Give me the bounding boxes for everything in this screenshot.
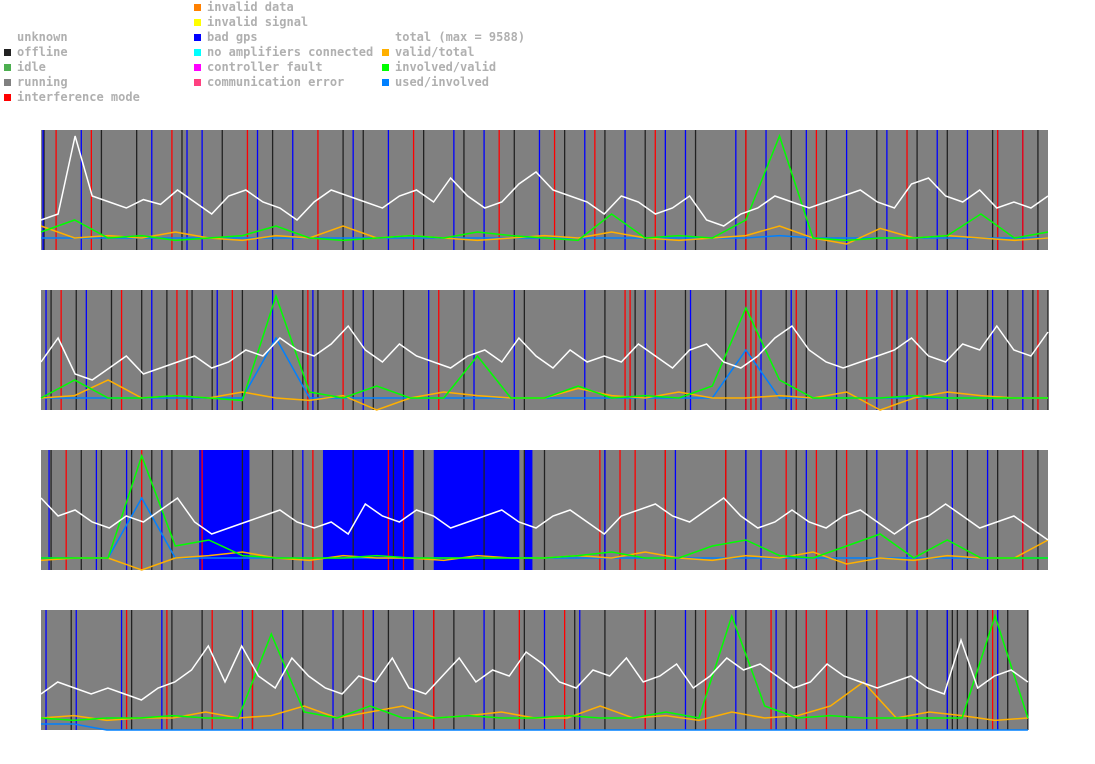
chart-panel-2 (40, 290, 1049, 411)
legend-item-communication: communication error (194, 75, 344, 90)
legend-label: unknown (17, 30, 68, 44)
legend-label: running (17, 75, 68, 89)
legend-item-invalid: invalid signal (194, 15, 308, 30)
legend-item-invalid: invalid data (194, 0, 294, 15)
running-background (41, 130, 1048, 250)
legend: unknown offline idle running interference mo… (0, 0, 1095, 125)
legend-swatch (4, 64, 11, 71)
legend-label: used/involved (395, 75, 489, 89)
legend-swatch (194, 4, 201, 11)
legend-label: total (max = 9588) (395, 30, 526, 44)
chart-panel-3 (40, 450, 1049, 571)
bad-gps-block (322, 450, 414, 570)
legend-label: idle (17, 60, 46, 74)
bad-gps-block (433, 450, 520, 570)
legend-swatch (4, 94, 11, 101)
running-background (41, 290, 1048, 410)
legend-swatch (4, 34, 11, 41)
legend-label: invalid data (207, 0, 294, 14)
legend-swatch (194, 79, 201, 86)
total-line (40, 496, 1049, 541)
legend-label: interference mode (17, 90, 140, 104)
legend-label: valid/total (395, 45, 475, 59)
legend-item-no: no amplifiers connected (194, 45, 373, 60)
involved-valid-line (40, 133, 1049, 242)
legend-swatch (382, 64, 389, 71)
legend-swatch (382, 49, 389, 56)
legend-swatch (194, 64, 201, 71)
chart-panel-4 (40, 610, 1029, 731)
legend-item-interference: interference mode (4, 90, 140, 105)
legend-swatch (194, 19, 201, 26)
legend-item-offline: offline (4, 45, 68, 60)
used-involved-line (41, 723, 1028, 731)
legend-swatch (4, 49, 11, 56)
legend-label: no amplifiers connected (207, 45, 374, 59)
legend-label: offline (17, 45, 68, 59)
legend-item-usedinvolved: used/involved (382, 75, 489, 90)
legend-item-validtotal: valid/total (382, 45, 474, 60)
legend-item-controller: controller fault (194, 60, 323, 75)
bad-gps-block (199, 450, 250, 570)
legend-label: invalid signal (207, 15, 309, 29)
legend-item-bad: bad gps (194, 30, 258, 45)
legend-swatch (194, 34, 201, 41)
involved-valid-line (40, 613, 1029, 722)
legend-label: communication error (207, 75, 345, 89)
legend-label: bad gps (207, 30, 258, 44)
legend-item-unknown: unknown (4, 30, 68, 45)
total-line (40, 637, 1029, 701)
total-line (40, 135, 1049, 227)
involved-valid-line (41, 453, 1048, 559)
legend-item-idle: idle (4, 60, 46, 75)
legend-swatch (194, 49, 201, 56)
involved-valid-line (40, 293, 1048, 402)
bad-gps-block (524, 450, 533, 570)
total-line (40, 324, 1049, 381)
chart-panel-1 (40, 130, 1049, 250)
legend-item-running: running (4, 75, 68, 90)
legend-swatch (382, 79, 389, 86)
legend-label: involved/valid (395, 60, 497, 74)
legend-swatch (382, 34, 389, 41)
running-background (41, 610, 1028, 730)
legend-item-total: total (max = 9588) (382, 30, 525, 45)
legend-item-involvedvalid: involved/valid (382, 60, 496, 75)
legend-swatch (4, 79, 11, 86)
legend-label: controller fault (207, 60, 323, 74)
